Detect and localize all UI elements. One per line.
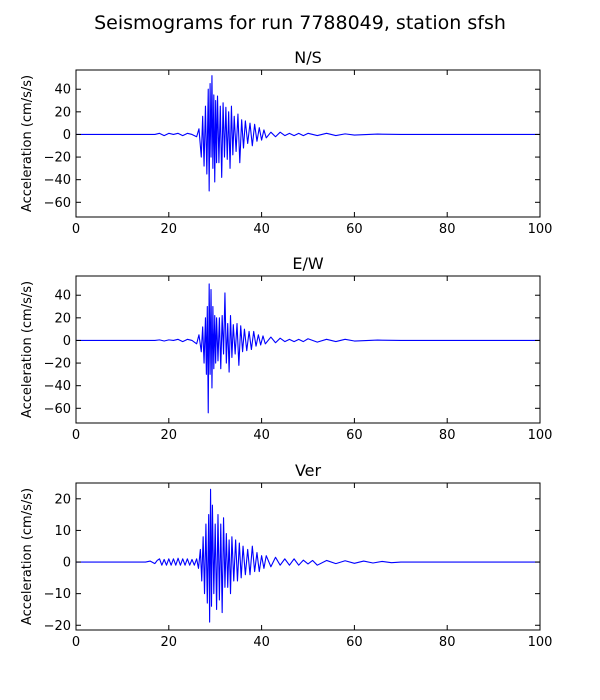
x-tick-label: 0 [72, 635, 80, 650]
axes-frame [75, 482, 541, 631]
x-tick-label: 80 [439, 635, 456, 650]
panel-title: Ver [295, 461, 322, 480]
x-tick-label: 0 [72, 428, 80, 443]
x-tick-label: 40 [253, 222, 270, 237]
x-tick-label: 100 [528, 222, 553, 237]
y-tick-label: −20 [44, 151, 71, 166]
y-tick-label: 20 [54, 492, 71, 507]
x-tick-label: 100 [528, 635, 553, 650]
y-tick-label: 0 [63, 128, 71, 143]
y-tick-label: 20 [54, 311, 71, 326]
figure-title: Seismograms for run 7788049, station sfs… [94, 12, 506, 34]
x-tick-label: 40 [253, 428, 270, 443]
x-tick-label: 80 [439, 222, 456, 237]
x-tick-label: 20 [161, 635, 178, 650]
series-line-1 [76, 283, 540, 414]
axes-frame [75, 69, 541, 218]
panel-1: N/S Acceleration (cm/s/s) 0 20 40 60 80 100 40 20… [20, 48, 552, 237]
y-tick-label: 40 [54, 289, 71, 304]
x-tick-label: 60 [346, 222, 363, 237]
y-tick-label: −60 [44, 402, 71, 417]
x-tick-label: 100 [528, 428, 553, 443]
y-tick-label: 0 [63, 334, 71, 349]
x-tick-label: 80 [439, 428, 456, 443]
axes-frame [75, 275, 541, 424]
series-line-1 [76, 488, 540, 623]
x-tick-label: 0 [72, 222, 80, 237]
y-tick-label: −10 [44, 587, 71, 602]
x-tick-label: 40 [253, 635, 270, 650]
y-axis-label: Acceleration (cm/s/s) [20, 281, 35, 418]
y-tick-label: 0 [63, 556, 71, 571]
panel-title: N/S [294, 48, 322, 67]
y-tick-label: 10 [54, 524, 71, 539]
y-tick-label: −20 [44, 357, 71, 372]
panel-2: E/W Acceleration (cm/s/s) 0 20 40 60 80 100 40 20… [20, 254, 552, 443]
x-tick-label: 20 [161, 428, 178, 443]
y-axis-label: Acceleration (cm/s/s) [20, 75, 35, 212]
y-tick-label: −20 [44, 619, 71, 634]
panel-title: E/W [292, 254, 324, 273]
x-tick-label: 60 [346, 428, 363, 443]
x-tick-label: 20 [161, 222, 178, 237]
x-tick-label: 60 [346, 635, 363, 650]
y-tick-label: −40 [44, 379, 71, 394]
y-tick-label: 20 [54, 105, 71, 120]
series-line-1 [76, 75, 540, 192]
y-tick-label: −40 [44, 173, 71, 188]
y-axis-label: Acceleration (cm/s/s) [20, 488, 35, 625]
y-tick-label: 40 [54, 83, 71, 98]
y-tick-label: −60 [44, 196, 71, 211]
